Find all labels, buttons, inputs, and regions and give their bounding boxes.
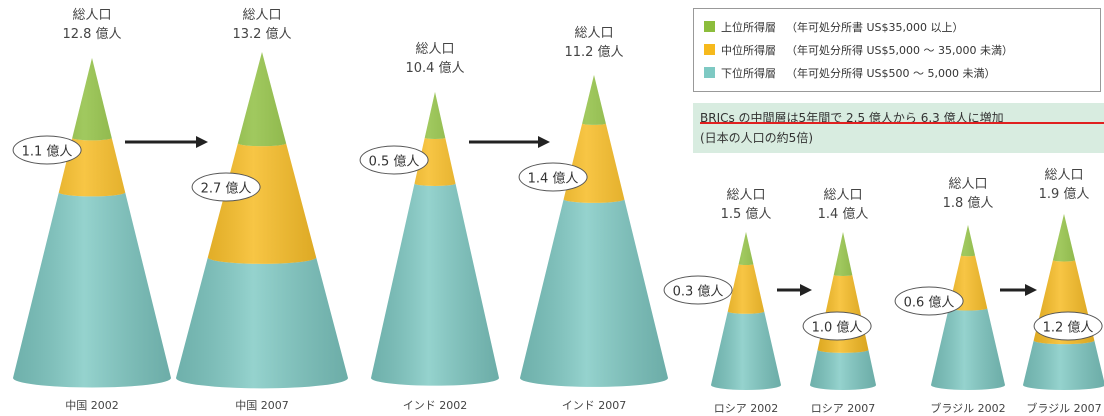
summary-note-line2: (日本の人口の約5倍)	[700, 131, 813, 145]
total-population-value: 13.2 億人	[232, 27, 292, 42]
year-label: ブラジル 2002	[930, 402, 1006, 415]
legend-label-middle: 中位所得層	[721, 43, 776, 57]
cone-india-2002	[371, 92, 499, 386]
cone-shading	[711, 232, 781, 390]
total-population-value: 1.4 億人	[817, 207, 869, 222]
total-population-value: 11.2 億人	[564, 45, 624, 60]
middle-class-label: 0.5 億人	[359, 145, 429, 175]
legend-item-upper: 上位所得層 （年可処分所書 US$35,000 以上）	[704, 15, 1090, 38]
total-population-label: 総人口 1.5 億人	[721, 186, 772, 224]
red-underline	[700, 122, 1104, 124]
legend-label-upper: 上位所得層	[721, 20, 776, 34]
legend-swatch-upper	[704, 21, 715, 32]
total-population-value: 1.8 億人	[942, 196, 994, 211]
arrow-icon	[125, 136, 208, 148]
middle-class-label: 1.1 億人	[12, 135, 82, 165]
cone-brazil-2002	[931, 225, 1005, 390]
legend-swatch-middle	[704, 44, 715, 55]
summary-note-line1: BRICs の中間層は5年間で 2.5 億人から 6.3 億人に増加	[700, 111, 1004, 125]
legend-swatch-lower	[704, 67, 715, 78]
year-label: ブラジル 2007	[1026, 402, 1102, 415]
total-population-title: 総人口	[823, 188, 863, 203]
summary-note: BRICs の中間層は5年間で 2.5 億人から 6.3 億人に増加 (日本の人…	[693, 103, 1104, 153]
total-population-title: 総人口	[574, 26, 614, 41]
cone-china-2007	[176, 52, 348, 389]
total-population-label: 総人口 1.4 億人	[818, 186, 869, 224]
legend-item-lower: 下位所得層 （年可処分所得 US$500 ～ 5,000 未満）	[704, 61, 1090, 84]
total-population-value: 12.8 億人	[62, 27, 122, 42]
total-population-title: 総人口	[72, 8, 112, 23]
legend-item-middle: 中位所得層 （年可処分所得 US$5,000 ～ 35,000 未満）	[704, 38, 1090, 61]
total-population-label: 総人口 1.8 億人	[943, 175, 994, 213]
total-population-label: 総人口 11.2 億人	[564, 24, 623, 62]
cone-shading	[520, 75, 668, 387]
cone-shading	[1023, 214, 1104, 390]
middle-class-label: 0.6 億人	[894, 286, 964, 316]
cone-india-2007	[520, 75, 668, 387]
arrow-icon	[777, 284, 812, 296]
total-population-title: 総人口	[726, 188, 766, 203]
cone-shading	[371, 92, 499, 386]
cone-china-2002	[13, 58, 171, 388]
legend-desc-lower: （年可処分所得 US$500 ～ 5,000 未満）	[786, 66, 996, 80]
total-population-label: 総人口 10.4 億人	[405, 40, 464, 78]
cone-russia-2002	[711, 232, 781, 390]
middle-class-label: 1.2 億人	[1033, 311, 1103, 341]
middle-class-label: 1.0 億人	[802, 311, 872, 341]
total-population-label: 総人口 12.8 億人	[62, 6, 121, 44]
year-label: ロシア 2002	[713, 402, 779, 415]
year-label: 中国 2007	[235, 399, 289, 412]
year-label: インド 2007	[561, 399, 627, 412]
total-population-title: 総人口	[242, 8, 282, 23]
arrow-icon	[1000, 284, 1037, 296]
total-population-title: 総人口	[415, 42, 455, 57]
middle-class-label: 1.4 億人	[518, 162, 588, 192]
total-population-value: 1.9 億人	[1038, 187, 1090, 202]
total-population-title: 総人口	[1044, 168, 1084, 183]
legend-desc-upper: （年可処分所書 US$35,000 以上）	[786, 20, 964, 34]
total-population-label: 総人口 1.9 億人	[1039, 166, 1090, 204]
total-population-value: 1.5 億人	[720, 207, 772, 222]
cone-brazil-2007	[1023, 214, 1104, 390]
total-population-title: 総人口	[948, 177, 988, 192]
year-label: 中国 2002	[65, 399, 119, 412]
legend-desc-middle: （年可処分所得 US$5,000 ～ 35,000 未満）	[786, 43, 1013, 57]
legend-label-lower: 下位所得層	[721, 66, 776, 80]
year-label: インド 2002	[402, 399, 468, 412]
year-label: ロシア 2007	[810, 402, 876, 415]
cone-shading	[931, 225, 1005, 390]
legend: 上位所得層 （年可処分所書 US$35,000 以上） 中位所得層 （年可処分所…	[693, 8, 1101, 92]
cone-shading	[176, 52, 348, 389]
cone-shading	[13, 58, 171, 388]
total-population-label: 総人口 13.2 億人	[232, 6, 291, 44]
middle-class-label: 0.3 億人	[663, 275, 733, 305]
middle-class-label: 2.7 億人	[191, 172, 261, 202]
total-population-value: 10.4 億人	[405, 61, 465, 76]
arrow-icon	[469, 136, 550, 148]
